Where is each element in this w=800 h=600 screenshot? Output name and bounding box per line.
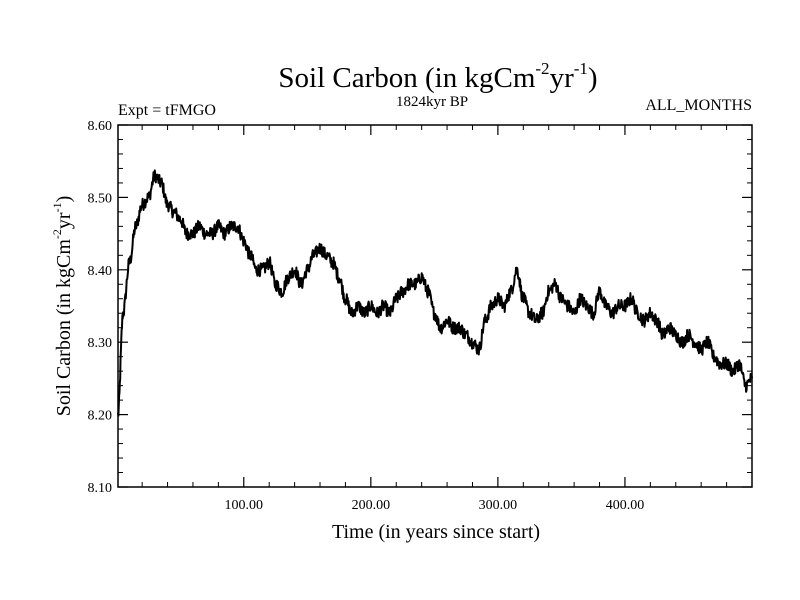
chart-title-main: Soil Carbon (in kgCm: [278, 62, 535, 94]
x-axis-label: Time (in years since start): [332, 521, 540, 543]
months-label: ALL_MONTHS: [645, 97, 752, 114]
series-line: [117, 169, 753, 417]
y-axis-label-sup2: -1: [50, 202, 64, 212]
chart-title-sup2: -1: [574, 59, 588, 78]
y-axis-label-main: Soil Carbon (in kgCm: [53, 239, 75, 417]
y-axis-label-end: ): [53, 196, 75, 203]
y-tick-label: 8.10: [88, 481, 113, 496]
series-layer: [117, 169, 753, 417]
chart-title: Soil Carbon (in kgCm-2yr-1): [278, 59, 597, 94]
experiment-label: Expt = tFMGO: [118, 102, 216, 119]
y-axis-label-mid: yr: [53, 212, 75, 229]
x-tick-label: 200.00: [352, 498, 391, 513]
y-tick-label: 8.30: [88, 336, 113, 351]
x-tick-label: 300.00: [479, 498, 518, 513]
x-tick-label: 100.00: [225, 498, 264, 513]
y-tick-label: 8.50: [88, 191, 113, 206]
y-tick-label: 8.40: [88, 264, 113, 279]
chart-title-mid: yr: [550, 62, 575, 94]
plot-frame: [117, 124, 753, 488]
y-tick-label: 8.60: [88, 119, 113, 134]
axis-ticks: [118, 124, 752, 488]
y-axis-label-sup1: -2: [50, 229, 64, 239]
tick-labels: 100.00 200.00 300.00 400.00 8.10 8.20 8.30 8.40…: [88, 119, 645, 513]
x-tick-label: 400.00: [606, 498, 645, 513]
y-tick-label: 8.20: [88, 409, 113, 424]
chart-title-sup1: -2: [535, 59, 549, 78]
period-label: 1824kyr BP: [396, 94, 468, 110]
y-axis-label: Soil Carbon (in kgCm-2yr-1): [50, 196, 75, 417]
chart-title-end: ): [588, 62, 598, 94]
